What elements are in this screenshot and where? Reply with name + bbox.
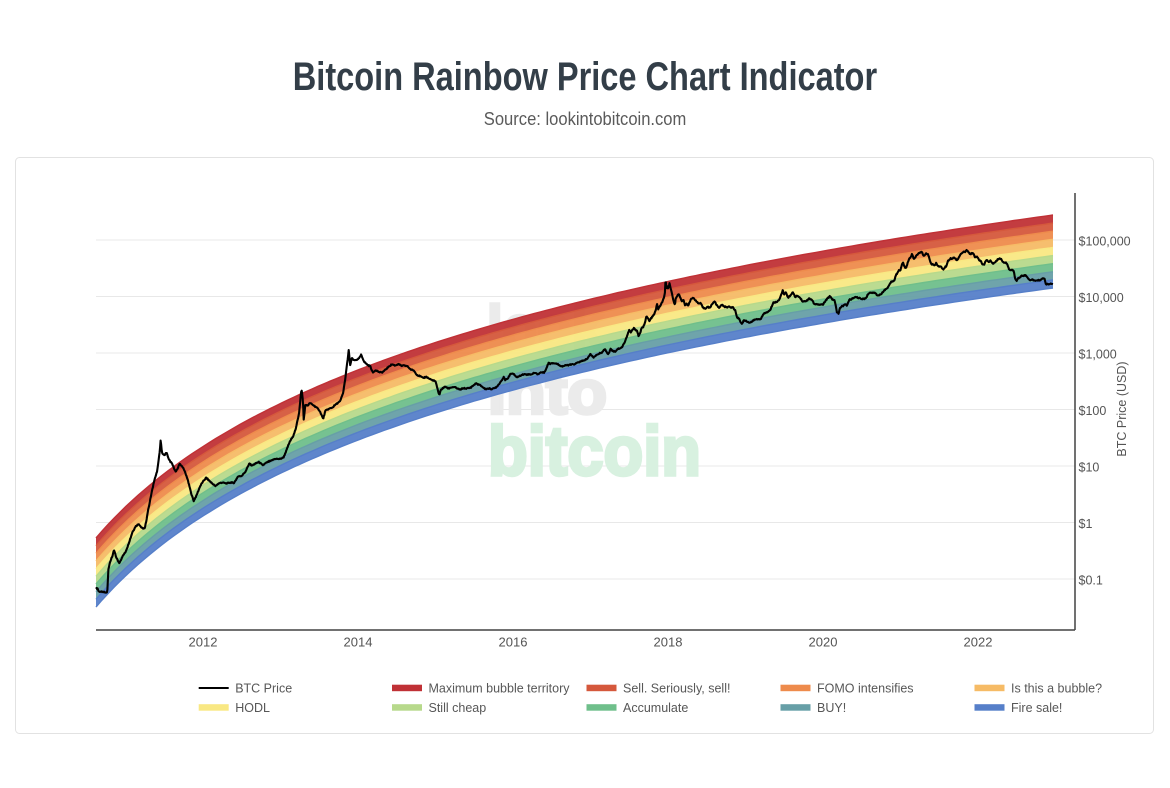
svg-text:2022: 2022 (964, 635, 993, 650)
svg-text:Sell. Seriously, sell!: Sell. Seriously, sell! (623, 681, 730, 695)
svg-text:Maximum bubble territory: Maximum bubble territory (429, 681, 571, 695)
svg-text:HODL: HODL (235, 701, 270, 715)
svg-text:$100: $100 (1079, 404, 1107, 418)
svg-text:$0.1: $0.1 (1079, 574, 1103, 588)
svg-text:2014: 2014 (344, 635, 373, 650)
svg-text:$1,000: $1,000 (1079, 348, 1117, 362)
svg-text:Accumulate: Accumulate (623, 701, 688, 715)
svg-text:2020: 2020 (809, 635, 838, 650)
svg-text:2016: 2016 (499, 635, 528, 650)
svg-text:Fire sale!: Fire sale! (1011, 701, 1062, 715)
svg-text:BTC Price: BTC Price (235, 681, 292, 695)
svg-text:2012: 2012 (189, 635, 218, 650)
svg-text:BTC Price (USD): BTC Price (USD) (1115, 361, 1129, 456)
svg-text:2018: 2018 (654, 635, 683, 650)
svg-text:$100,000: $100,000 (1079, 235, 1131, 249)
svg-text:FOMO intensifies: FOMO intensifies (817, 681, 914, 695)
svg-text:$1: $1 (1079, 517, 1093, 531)
svg-text:$10,000: $10,000 (1079, 291, 1124, 305)
svg-text:BUY!: BUY! (817, 701, 846, 715)
svg-text:bitcoin: bitcoin (488, 412, 701, 490)
svg-text:$10: $10 (1079, 461, 1100, 475)
svg-text:Still cheap: Still cheap (429, 701, 487, 715)
svg-text:Is this a bubble?: Is this a bubble? (1011, 681, 1102, 695)
